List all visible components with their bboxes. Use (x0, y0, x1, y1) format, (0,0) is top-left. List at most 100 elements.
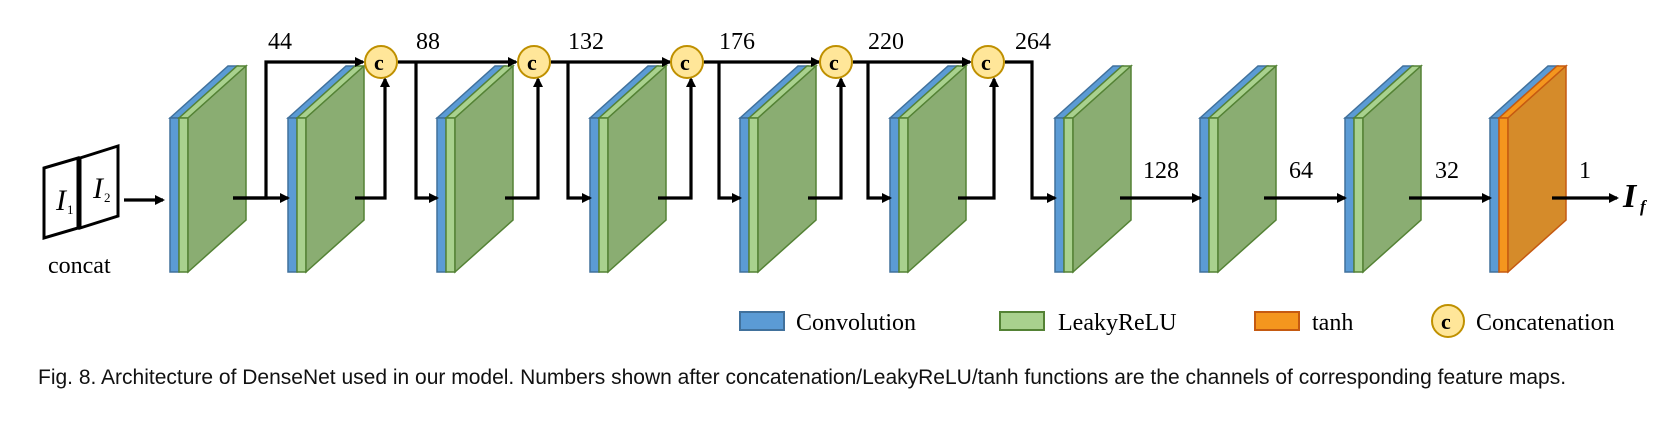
concat-glyph: c (981, 50, 991, 75)
channel-label: 44 (268, 29, 292, 55)
channel-label: 88 (416, 29, 440, 55)
arrow-block-3-to-concat-2 (505, 77, 543, 200)
convolution-front-face (287, 117, 298, 273)
legend-item-tanh: tanh (1254, 310, 1353, 336)
concat-glyph: c (1441, 309, 1451, 334)
convolution-front-face (1199, 117, 1210, 273)
legend-item-leakyrelu: LeakyReLU (999, 310, 1177, 336)
feature-map-face (1507, 64, 1567, 274)
convolution-front-face (1489, 117, 1500, 273)
convolution-front-face (739, 117, 750, 273)
arrow-block-2-to-concat-1 (355, 77, 390, 200)
concat-circle (364, 45, 398, 79)
channel-label: 1 (1579, 158, 1591, 184)
output-glyph: I (1622, 178, 1638, 215)
arrow-block-6-to-concat-5 (958, 77, 999, 200)
feature-map-face (1072, 64, 1132, 274)
channel-label: 64 (1289, 158, 1313, 184)
concatenation-swatch (1431, 304, 1465, 338)
convolution-front-face (1344, 117, 1355, 273)
input-image-2: I 2 (78, 143, 120, 231)
legend-item-convolution: Convolution (739, 310, 916, 336)
layer-blocks (168, 64, 1568, 274)
legend-label: Convolution (796, 310, 916, 336)
activation-front-face (445, 117, 456, 273)
activation-front-face (748, 117, 759, 273)
input-images: I 1 I 2 concat (42, 143, 120, 279)
convolution-front-face (589, 117, 600, 273)
channel-label: 128 (1143, 158, 1179, 184)
concat-glyph: c (829, 50, 839, 75)
activation-front-face (1353, 117, 1364, 273)
feature-map-face (907, 64, 967, 274)
legend-label: LeakyReLU (1058, 310, 1177, 336)
arrow-concat-2-to-block-4 (566, 62, 592, 203)
channel-label: 132 (568, 29, 604, 55)
activation-front-face (1063, 117, 1074, 273)
output-sub: f (1640, 197, 1648, 216)
tanh-swatch (1254, 311, 1300, 331)
input-label: concat (48, 253, 111, 279)
channel-label: 220 (868, 29, 904, 55)
arrow-concat-3-to-block-5 (717, 62, 742, 203)
input-glyph-2: I (92, 172, 105, 205)
concat-circle (670, 45, 704, 79)
arrow-block-5-to-concat-4 (808, 77, 846, 200)
channel-labels: 44 88 132 176 220 264 128 64 32 1 (268, 29, 1591, 184)
feature-map-face (454, 64, 514, 274)
concat-glyph: c (680, 50, 690, 75)
concat-glyph: c (527, 50, 537, 75)
activation-front-face (898, 117, 909, 273)
feature-map-face (187, 64, 247, 274)
convolution-front-face (1054, 117, 1065, 273)
concat-circle (517, 45, 551, 79)
figure-caption: Fig. 8. Architecture of DenseNet used in… (38, 366, 1567, 389)
channel-label: 32 (1435, 158, 1459, 184)
layer-block (588, 64, 668, 274)
convolution-front-face (436, 117, 447, 273)
layer-block (1198, 64, 1278, 274)
input-sub-1: 1 (67, 202, 74, 217)
densenet-diagram: I 1 I 2 concat c c c c c (42, 29, 1648, 338)
arrow-block-4-to-concat-3 (658, 77, 696, 200)
input-sub-2: 2 (104, 190, 111, 205)
feature-map-face (305, 64, 365, 274)
concat-node: c (670, 45, 704, 79)
input-image-1: I 1 (42, 155, 80, 241)
activation-front-face (178, 117, 189, 273)
layer-block (738, 64, 818, 274)
concat-glyph: c (374, 50, 384, 75)
activation-front-face (598, 117, 609, 273)
convolution-swatch (739, 311, 785, 331)
concat-node: c (364, 45, 398, 79)
activation-front-face (1208, 117, 1219, 273)
feature-map-face (757, 64, 817, 274)
concat-node: c (971, 45, 1005, 79)
convolution-front-face (169, 117, 180, 273)
layer-block (435, 64, 515, 274)
layer-block (1343, 64, 1423, 274)
legend: Convolution LeakyReLU tanh c Concatenati… (739, 304, 1615, 338)
layer-block (1053, 64, 1133, 274)
legend-label: tanh (1312, 310, 1353, 336)
layer-block (168, 64, 248, 274)
activation-front-face (1498, 117, 1509, 273)
arrow-concat-5-to-block-7 (1005, 60, 1057, 203)
arrow-concat-4-to-block-6 (866, 62, 892, 203)
layer-block (286, 64, 366, 274)
layer-block (1488, 64, 1568, 274)
concat-node: c (819, 45, 853, 79)
leakyrelu-swatch (999, 311, 1045, 331)
layer-block (888, 64, 968, 274)
legend-label: Concatenation (1476, 310, 1615, 336)
connections (124, 57, 1619, 205)
arrow-concat-1-to-block-3 (414, 62, 439, 203)
legend-item-concatenation: c Concatenation (1431, 304, 1615, 338)
convolution-front-face (889, 117, 900, 273)
concat-node: c (517, 45, 551, 79)
feature-map-face (1362, 64, 1422, 274)
concat-circle (971, 45, 1005, 79)
input-glyph-1: I (55, 184, 68, 217)
feature-map-face (607, 64, 667, 274)
